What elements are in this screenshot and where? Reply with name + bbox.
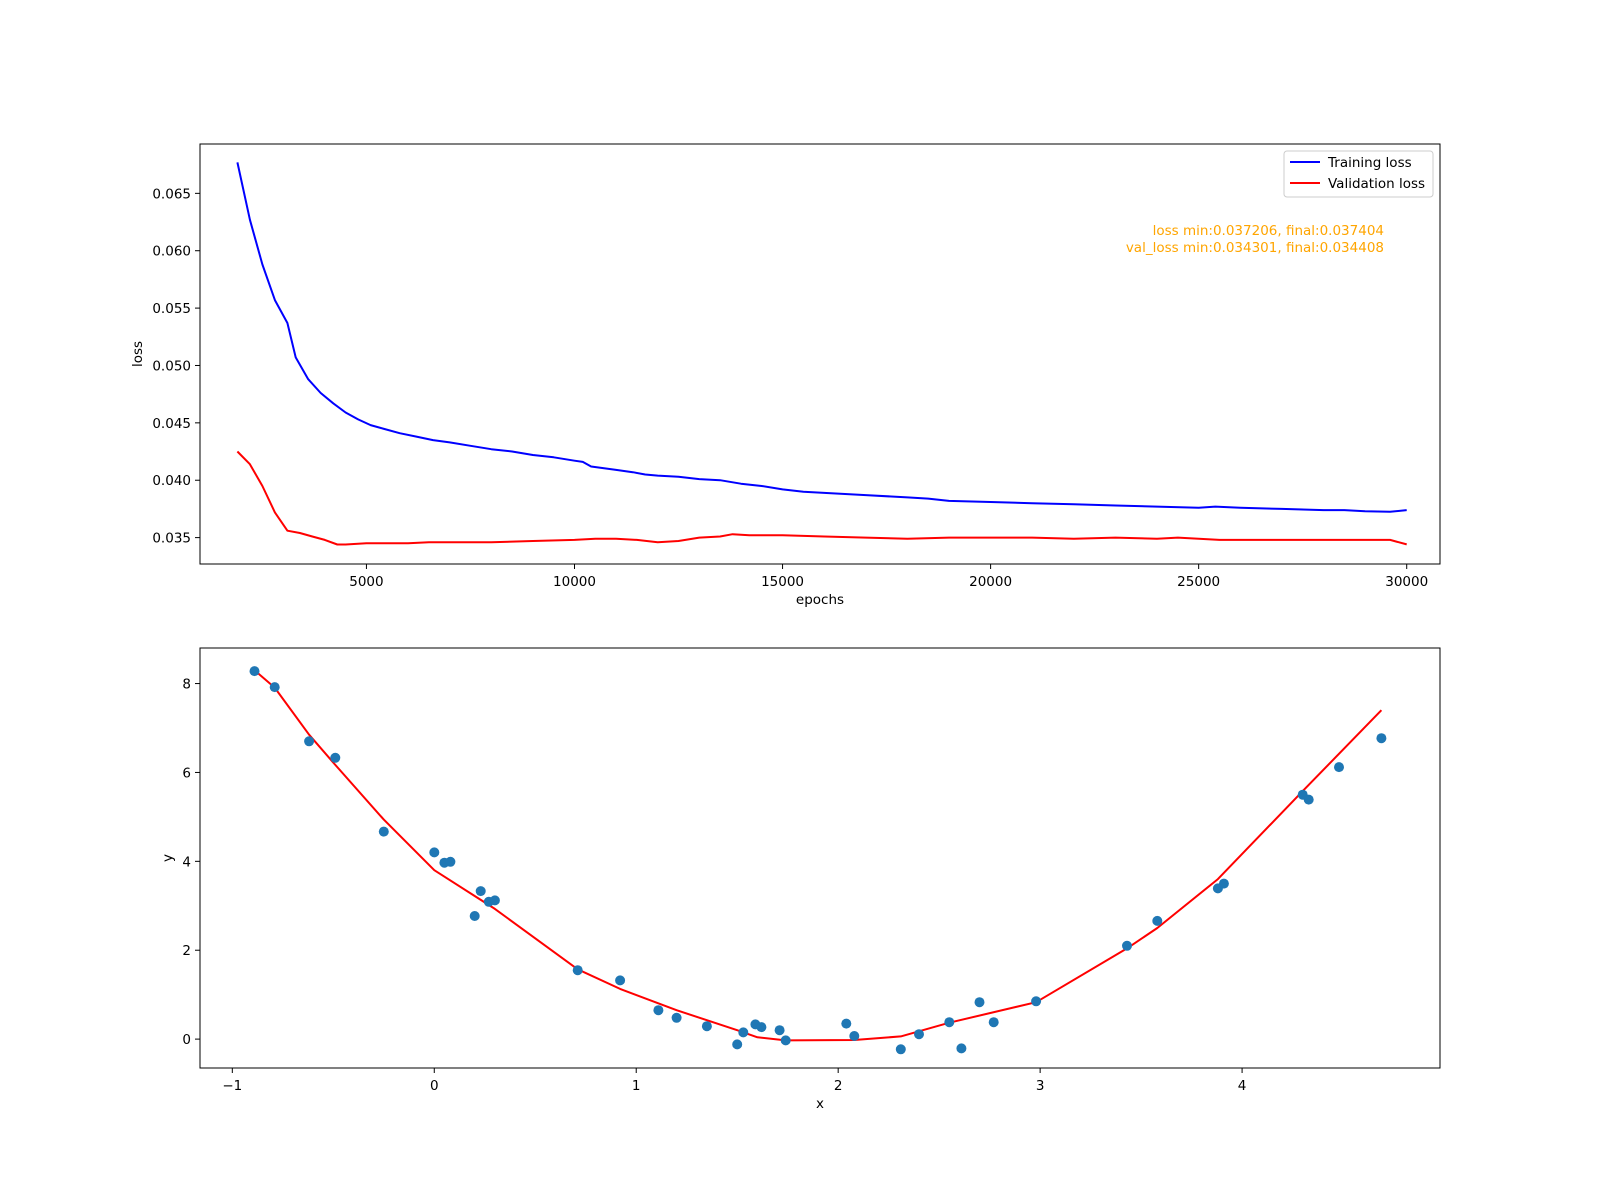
- data-point: [895, 1044, 906, 1055]
- data-point: [1122, 940, 1132, 951]
- fit-y-ticks: 0 2 4 6 8: [182, 677, 200, 1048]
- loss-y-tick-label: 0.055: [152, 301, 191, 317]
- data-point: [445, 856, 456, 867]
- validation-loss-line: [236, 450, 1407, 546]
- fit-x-tick-label: −1: [222, 1078, 242, 1094]
- data-point: [849, 1031, 860, 1041]
- fit-x-tick-label: 1: [632, 1078, 641, 1094]
- loss-x-tick-label: 25000: [1177, 574, 1220, 590]
- fit-x-axis-label: x: [816, 1096, 824, 1112]
- loss-chart: 5000 10000 15000 20000 25000 30000 0.035 0.040…: [130, 143, 1441, 608]
- legend: Training loss Validation loss: [1283, 150, 1434, 198]
- loss-y-tick-label: 0.045: [152, 416, 191, 432]
- fit-y-tick-label: 2: [182, 943, 191, 959]
- loss-y-tick-label: 0.050: [152, 358, 191, 374]
- data-point: [1376, 733, 1387, 744]
- data-point: [653, 1005, 664, 1016]
- data-point: [974, 997, 985, 1008]
- fit-y-tick-label: 4: [182, 854, 191, 870]
- data-point: [841, 1018, 852, 1029]
- loss-x-tick-label: 30000: [1385, 574, 1428, 590]
- loss-y-ticks: 0.035 0.040 0.045 0.050 0.055 0.060 0.065: [152, 186, 200, 547]
- fit-y-tick-label: 0: [182, 1032, 191, 1048]
- fit-y-tick-label: 6: [182, 765, 191, 781]
- data-point: [944, 1017, 955, 1028]
- data-point: [1218, 878, 1229, 889]
- fit-chart: −1 0 1 2 3 4 0 2 4 6 8 x y: [160, 647, 1441, 1112]
- training-loss-line: [236, 162, 1407, 513]
- data-point: [378, 826, 389, 837]
- data-point: [572, 965, 583, 976]
- data-point: [914, 1029, 924, 1040]
- fit-x-ticks: −1 0 1 2 3 4: [222, 1068, 1246, 1094]
- data-point: [780, 1035, 791, 1046]
- loss-y-tick-label: 0.060: [152, 244, 191, 260]
- data-point: [469, 911, 480, 921]
- fit-series-group: [249, 666, 1387, 1055]
- data-point: [738, 1027, 749, 1038]
- data-point: [330, 752, 341, 763]
- loss-x-tick-label: 5000: [349, 574, 383, 590]
- loss-y-axis-label: loss: [130, 341, 146, 367]
- data-point: [269, 682, 280, 693]
- data-point: [732, 1039, 743, 1050]
- val-loss-summary-annotation: val_loss min:0.034301, final:0.034408: [1126, 240, 1384, 256]
- loss-summary-annotation: loss min:0.037206, final:0.037404: [1153, 223, 1384, 239]
- data-point: [475, 886, 486, 897]
- data-point: [671, 1012, 682, 1023]
- loss-x-tick-label: 10000: [553, 574, 596, 590]
- fit-x-tick-label: 2: [834, 1078, 843, 1094]
- loss-y-tick-label: 0.040: [152, 473, 191, 489]
- data-point: [1031, 996, 1042, 1007]
- data-point: [701, 1021, 712, 1032]
- loss-x-tick-label: 15000: [761, 574, 804, 590]
- legend-validation-label: Validation loss: [1328, 176, 1425, 192]
- data-point: [429, 847, 440, 858]
- loss-y-tick-label: 0.035: [152, 531, 191, 547]
- fit-chart-frame: [199, 647, 1441, 1069]
- data-point: [1152, 915, 1163, 926]
- fit-x-tick-label: 3: [1036, 1078, 1045, 1094]
- data-point: [304, 736, 315, 747]
- loss-chart-frame: [199, 143, 1441, 565]
- fit-x-tick-label: 0: [430, 1078, 439, 1094]
- data-point: [615, 975, 626, 986]
- data-point: [489, 895, 500, 906]
- data-point: [756, 1022, 767, 1033]
- loss-y-tick-label: 0.065: [152, 186, 191, 202]
- legend-box: [1283, 150, 1434, 198]
- fit-y-tick-label: 8: [182, 677, 191, 693]
- data-point: [988, 1017, 999, 1028]
- fit-line: [253, 669, 1383, 1042]
- data-point: [956, 1043, 967, 1054]
- data-point: [249, 666, 260, 677]
- legend-training-label: Training loss: [1327, 155, 1412, 171]
- loss-x-tick-label: 20000: [969, 574, 1012, 590]
- data-point: [1303, 794, 1314, 805]
- loss-x-axis-label: epochs: [796, 592, 844, 608]
- data-point: [774, 1025, 785, 1036]
- fit-x-tick-label: 4: [1238, 1078, 1247, 1094]
- data-point: [1334, 762, 1344, 773]
- loss-series-group: [236, 162, 1407, 546]
- loss-x-ticks: 5000 10000 15000 20000 25000 30000: [349, 564, 1428, 590]
- fit-y-axis-label: y: [160, 854, 176, 862]
